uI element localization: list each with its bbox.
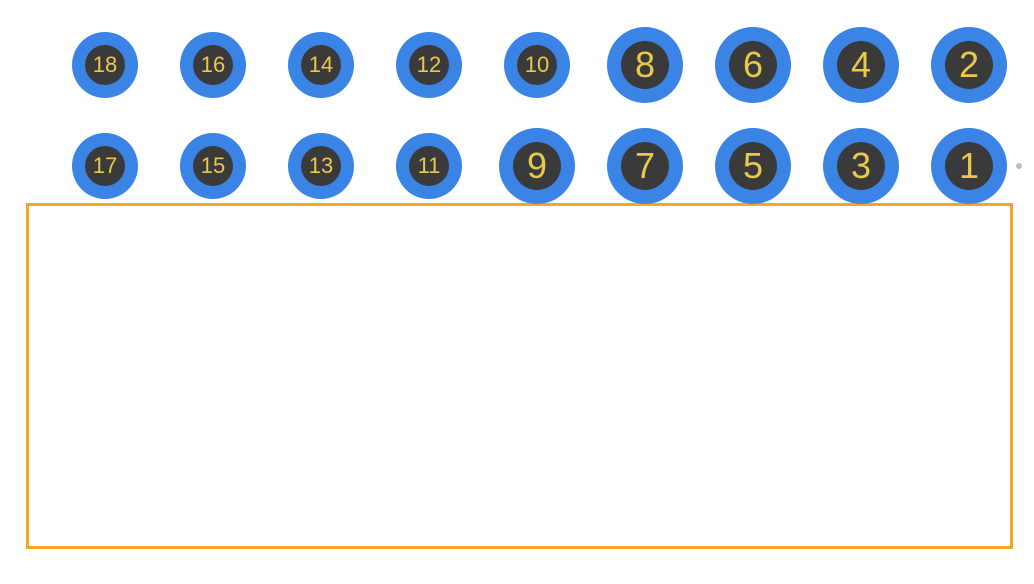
pin-hole-5: 5 bbox=[729, 142, 777, 190]
pin-4: 4 bbox=[823, 27, 899, 103]
pin-label-6: 6 bbox=[743, 47, 763, 83]
pin-label-17: 17 bbox=[93, 155, 117, 177]
pin-3: 3 bbox=[823, 128, 899, 204]
pin-12: 12 bbox=[396, 32, 462, 98]
pin-label-18: 18 bbox=[93, 54, 117, 76]
pin-hole-15: 15 bbox=[193, 146, 233, 186]
pin-hole-14: 14 bbox=[301, 45, 341, 85]
pin-label-4: 4 bbox=[851, 47, 871, 83]
pin-9: 9 bbox=[499, 128, 575, 204]
footprint-canvas: 18 16 14 12 10 8 6 4 2 17 15 13 11 9 7 5 3 1 bbox=[0, 0, 1034, 584]
component-body-outline bbox=[26, 203, 1013, 549]
pin-label-10: 10 bbox=[525, 54, 549, 76]
pin-18: 18 bbox=[72, 32, 138, 98]
pin-hole-1: 1 bbox=[945, 142, 993, 190]
pin-label-7: 7 bbox=[635, 148, 655, 184]
pin-label-3: 3 bbox=[851, 148, 871, 184]
pin-hole-18: 18 bbox=[85, 45, 125, 85]
pin-label-8: 8 bbox=[635, 47, 655, 83]
pin1-marker-dot bbox=[1016, 163, 1022, 169]
pin-label-5: 5 bbox=[743, 148, 763, 184]
pin-hole-2: 2 bbox=[945, 41, 993, 89]
pin-hole-17: 17 bbox=[85, 146, 125, 186]
pin-hole-9: 9 bbox=[513, 142, 561, 190]
pin-1: 1 bbox=[931, 128, 1007, 204]
pin-hole-3: 3 bbox=[837, 142, 885, 190]
pin-hole-10: 10 bbox=[517, 45, 557, 85]
pin-hole-12: 12 bbox=[409, 45, 449, 85]
pin-hole-8: 8 bbox=[621, 41, 669, 89]
pin-label-16: 16 bbox=[201, 54, 225, 76]
pin-16: 16 bbox=[180, 32, 246, 98]
pin-11: 11 bbox=[396, 133, 462, 199]
pin-17: 17 bbox=[72, 133, 138, 199]
pin-label-15: 15 bbox=[201, 155, 225, 177]
pin-7: 7 bbox=[607, 128, 683, 204]
pin-14: 14 bbox=[288, 32, 354, 98]
pin-label-9: 9 bbox=[527, 148, 547, 184]
pin-5: 5 bbox=[715, 128, 791, 204]
pin-label-1: 1 bbox=[959, 148, 979, 184]
pin-hole-7: 7 bbox=[621, 142, 669, 190]
pin-2: 2 bbox=[931, 27, 1007, 103]
pin-label-14: 14 bbox=[309, 54, 333, 76]
pin-label-2: 2 bbox=[959, 47, 979, 83]
pin-hole-11: 11 bbox=[409, 146, 449, 186]
pin-label-13: 13 bbox=[309, 155, 333, 177]
pin-label-11: 11 bbox=[418, 155, 441, 177]
pin-13: 13 bbox=[288, 133, 354, 199]
pin-8: 8 bbox=[607, 27, 683, 103]
pin-hole-4: 4 bbox=[837, 41, 885, 89]
pin-6: 6 bbox=[715, 27, 791, 103]
pin-hole-13: 13 bbox=[301, 146, 341, 186]
pin-hole-16: 16 bbox=[193, 45, 233, 85]
pin-10: 10 bbox=[504, 32, 570, 98]
pin-hole-6: 6 bbox=[729, 41, 777, 89]
pin-label-12: 12 bbox=[417, 54, 441, 76]
pin-15: 15 bbox=[180, 133, 246, 199]
